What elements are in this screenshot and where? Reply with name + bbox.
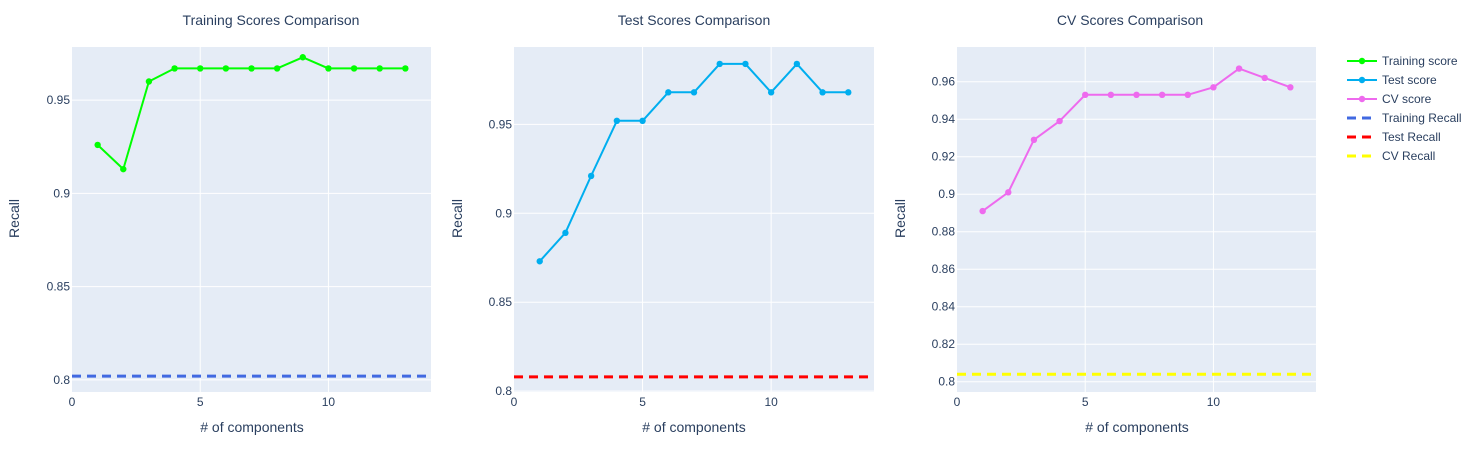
x-tick-label: 5 [1082, 395, 1089, 409]
y-tick-label: 0.9 [53, 186, 70, 200]
y-tick-label: 0.88 [932, 225, 956, 239]
y-tick-label: 0.9 [938, 187, 955, 201]
y-tick-label: 0.9 [495, 206, 512, 220]
test-score-marker [613, 117, 621, 125]
training-score-marker [248, 65, 255, 72]
test-score-marker [845, 89, 852, 96]
y-tick-label: 0.95 [489, 117, 513, 131]
y-tick-label: 0.85 [47, 280, 71, 294]
cv-score-marker [1210, 84, 1217, 91]
y-axis-label: Recall [6, 199, 22, 238]
plot-area [957, 47, 1316, 392]
plot-area [514, 47, 874, 392]
test-score-marker [587, 172, 595, 180]
training-score-marker [222, 65, 230, 72]
x-tick-label: 0 [954, 395, 961, 409]
subplot-1: 0.8 0.85 0.9 0.95 0 5 10 Training Scores Compar… [6, 12, 431, 435]
x-tick-label: 0 [511, 395, 518, 409]
y-axis-label: Recall [892, 199, 908, 238]
legend-marker-cv-score [1358, 95, 1366, 103]
legend-label-test-recall: Test Recall [1382, 130, 1441, 144]
legend-marker-training-score [1358, 57, 1366, 65]
training-score-marker [120, 165, 127, 173]
test-score-marker [690, 89, 698, 96]
cv-score-marker [1235, 65, 1243, 72]
x-tick-label: 10 [322, 395, 336, 409]
cv-score-marker [1107, 91, 1115, 99]
cv-score-marker [1287, 84, 1294, 91]
cv-score-marker [1261, 74, 1268, 82]
cv-score-marker [1184, 91, 1191, 99]
x-axis-label: # of components [642, 419, 746, 435]
cv-score-marker [1158, 91, 1166, 99]
training-score-marker [273, 65, 281, 72]
training-score-marker [402, 65, 409, 72]
test-score-marker [716, 60, 723, 68]
y-axis-label: Recall [449, 199, 465, 238]
training-score-marker [299, 54, 306, 61]
legend-label-test-score: Test score [1382, 73, 1437, 87]
x-tick-label: 0 [69, 395, 76, 409]
y-tick-label: 0.8 [53, 373, 70, 387]
y-tick-label: 0.85 [489, 295, 513, 309]
y-tick-label: 0.92 [932, 150, 956, 164]
cv-score-marker [1133, 91, 1140, 99]
test-score-marker [767, 89, 775, 96]
training-score-marker [350, 65, 358, 72]
subplot-3: 0.8 0.82 0.84 0.86 0.88 0.9 0.92 0.94 0.96 0 5 10 CV… [892, 12, 1316, 435]
test-score-marker [793, 60, 801, 68]
x-tick-label: 5 [197, 395, 204, 409]
legend-label-training-score: Training score [1382, 54, 1458, 68]
test-score-marker [536, 258, 543, 265]
legend-label-cv-score: CV score [1382, 92, 1432, 106]
y-tick-label: 0.95 [47, 93, 71, 107]
y-tick-label: 0.96 [932, 75, 956, 89]
legend-label-training-recall: Training Recall [1382, 111, 1462, 125]
y-tick-label: 0.94 [932, 112, 956, 126]
x-tick-label: 10 [764, 395, 778, 409]
test-score-marker [665, 89, 672, 96]
y-tick-label: 0.84 [932, 300, 956, 314]
x-tick-label: 10 [1207, 395, 1221, 409]
training-score-marker [94, 141, 101, 149]
test-score-marker [819, 89, 826, 96]
chart-title: Test Scores Comparison [618, 12, 771, 28]
x-tick-label: 5 [639, 395, 646, 409]
test-score-marker [742, 60, 749, 68]
x-axis-label: # of components [200, 419, 304, 435]
subplot-2: 0.8 0.85 0.9 0.95 0 5 10 Test Scores Comparison… [449, 12, 874, 435]
cv-score-marker [1082, 91, 1089, 99]
legend: Training score Test score CV score Training… [1347, 54, 1462, 163]
training-score-marker [171, 65, 178, 72]
legend-label-cv-recall: CV Recall [1382, 149, 1435, 163]
cv-score-marker [1005, 189, 1012, 196]
cv-score-marker [1030, 136, 1038, 144]
cv-score-marker [1056, 117, 1063, 125]
training-score-marker [197, 65, 204, 72]
training-score-marker [325, 65, 332, 72]
training-score-marker [376, 65, 383, 72]
y-tick-label: 0.82 [932, 337, 956, 351]
y-tick-label: 0.86 [932, 262, 956, 276]
test-score-marker [639, 117, 646, 125]
y-tick-label: 0.8 [938, 375, 955, 389]
chart-title: CV Scores Comparison [1057, 12, 1203, 28]
chart-title: Training Scores Comparison [183, 12, 360, 28]
y-tick-label: 0.8 [495, 384, 512, 398]
test-score-marker [562, 229, 569, 237]
training-score-marker [145, 78, 153, 85]
plot-area [72, 47, 431, 392]
x-axis-label: # of components [1085, 419, 1189, 435]
cv-score-marker [979, 207, 986, 215]
legend-marker-test-score [1358, 76, 1366, 84]
